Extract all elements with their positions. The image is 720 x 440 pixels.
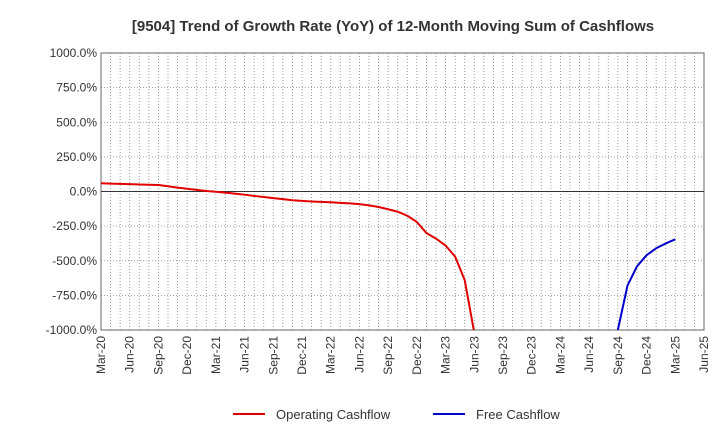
x-tick-label: Dec-21 [295,336,309,375]
x-tick-label: Sep-24 [611,336,625,375]
y-axis-ticks: 1000.0% 750.0% 500.0% 250.0% 0.0% -250.0% -500… [46,46,98,337]
y-tick-label: 1000.0% [50,46,98,60]
x-tick-label: Sep-23 [496,336,510,375]
x-tick-label: Sep-20 [151,336,165,375]
legend: Operating Cashflow Free Cashflow [233,407,560,422]
x-tick-label: Sep-21 [266,336,280,375]
x-tick-label: Jun-25 [697,336,711,373]
y-tick-label: -750.0% [52,288,97,302]
x-tick-label: Jun-20 [123,336,137,373]
y-tick-label: 0.0% [70,185,98,199]
y-tick-label: -1000.0% [46,323,98,337]
x-tick-label: Mar-23 [439,336,453,374]
x-tick-label: Jun-23 [467,336,481,373]
series-line-1 [616,238,676,330]
x-tick-label: Dec-22 [410,336,424,375]
x-tick-label: Jun-24 [582,336,596,373]
series-line-0 [101,182,475,330]
x-tick-label: Sep-22 [381,336,395,375]
y-tick-label: -250.0% [52,219,97,233]
x-tick-label: Mar-24 [553,336,567,374]
y-tick-label: 500.0% [56,115,97,129]
x-tick-label: Dec-20 [180,336,194,375]
series-lines [101,182,676,330]
x-tick-label: Dec-23 [525,336,539,375]
chart-title: [9504] Trend of Growth Rate (YoY) of 12-… [132,18,654,35]
y-tick-label: 250.0% [56,150,97,164]
x-axis-ticks: Mar-20 Jun-20 Sep-20 Dec-20 Mar-21 Jun-21 Sep-… [94,336,711,375]
x-tick-label: Mar-21 [209,336,223,374]
x-tick-label: Mar-20 [94,336,108,374]
y-tick-label: 750.0% [56,81,97,95]
x-tick-label: Mar-25 [668,336,682,374]
legend-label-1: Free Cashflow [476,407,560,422]
x-tick-label: Jun-21 [238,336,252,373]
legend-label-0: Operating Cashflow [276,407,391,422]
y-tick-label: -500.0% [52,254,97,268]
x-tick-label: Mar-22 [324,336,338,374]
x-tick-label: Jun-22 [352,336,366,373]
x-tick-label: Dec-24 [640,336,654,375]
